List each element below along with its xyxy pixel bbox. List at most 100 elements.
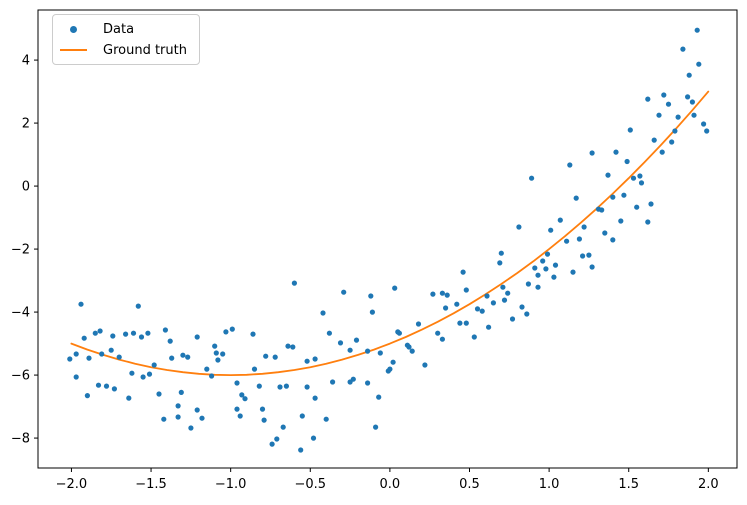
scatter-point bbox=[548, 227, 554, 233]
scatter-point bbox=[648, 201, 654, 207]
scatter-point bbox=[589, 150, 595, 156]
y-tick-label: −4 bbox=[11, 306, 30, 321]
scatter-point bbox=[672, 128, 678, 134]
scatter-point bbox=[544, 251, 551, 257]
scatter-point bbox=[610, 194, 616, 200]
legend-swatch bbox=[60, 25, 87, 33]
scatter-point bbox=[634, 204, 640, 210]
scatter-point bbox=[140, 374, 146, 380]
scatter-point bbox=[637, 173, 643, 179]
scatter-point bbox=[689, 99, 696, 105]
scatter-point bbox=[274, 436, 280, 442]
x-tick-label: 1.0 bbox=[539, 477, 560, 492]
scatter-point bbox=[116, 354, 122, 360]
scatter-point bbox=[73, 374, 79, 380]
scatter-point bbox=[175, 414, 181, 420]
scatter-point bbox=[310, 435, 317, 441]
scatter-point bbox=[490, 300, 496, 306]
scatter-point bbox=[263, 353, 269, 359]
scatter-point bbox=[519, 304, 525, 310]
scatter-point bbox=[123, 331, 129, 337]
scatter-point bbox=[439, 336, 445, 342]
y-tick-label: −8 bbox=[11, 432, 30, 447]
scatter-point bbox=[675, 114, 681, 120]
scatter-point bbox=[86, 355, 92, 361]
scatter-point bbox=[581, 224, 587, 230]
scatter-point bbox=[365, 348, 371, 354]
line-marker-icon bbox=[60, 49, 87, 51]
scatter-point bbox=[126, 395, 132, 401]
scatter-point bbox=[580, 253, 586, 259]
scatter-point bbox=[567, 162, 573, 168]
x-tick-label: −1.5 bbox=[135, 477, 167, 492]
scatter-point bbox=[108, 347, 114, 353]
legend-item-data: Data bbox=[60, 20, 187, 38]
scatter-point bbox=[651, 137, 657, 143]
scatter-point bbox=[454, 301, 460, 307]
scatter-point bbox=[463, 287, 469, 293]
scatter-point bbox=[390, 359, 396, 365]
scatter-point bbox=[320, 310, 326, 316]
scatter-point bbox=[486, 324, 492, 330]
scatter-point bbox=[199, 415, 205, 421]
scatter-point bbox=[234, 380, 240, 386]
scatter-point bbox=[694, 27, 700, 33]
scatter-point bbox=[460, 269, 466, 275]
scatter-point bbox=[188, 425, 194, 431]
scatter-point bbox=[509, 316, 516, 322]
scatter-point bbox=[535, 284, 541, 290]
scatter-point bbox=[686, 72, 692, 78]
x-tick-label: −0.5 bbox=[294, 477, 326, 492]
scatter-point bbox=[73, 351, 79, 357]
scatter-point bbox=[406, 344, 412, 350]
scatter-point bbox=[347, 379, 353, 385]
scatter-point bbox=[505, 290, 511, 296]
scatter-point bbox=[557, 217, 563, 223]
scatter-point bbox=[215, 357, 221, 363]
scatter-point bbox=[701, 121, 707, 127]
scatter-point bbox=[103, 383, 110, 389]
scatter-point bbox=[543, 266, 549, 272]
scatter-point bbox=[213, 350, 219, 356]
scatter-point bbox=[624, 158, 630, 165]
scatter-point bbox=[474, 306, 481, 312]
scatter-point bbox=[175, 403, 181, 409]
scatter-point bbox=[323, 416, 329, 422]
scatter-point bbox=[396, 330, 402, 336]
scatter-point bbox=[443, 305, 449, 311]
scatter-point bbox=[146, 371, 153, 377]
scatter-point bbox=[239, 392, 245, 398]
scatter-point bbox=[330, 379, 336, 385]
scatter-point bbox=[92, 330, 98, 336]
scatter-point bbox=[618, 218, 624, 224]
axes-border bbox=[37, 9, 738, 469]
scatter-point bbox=[251, 366, 258, 372]
scatter-point bbox=[656, 112, 662, 118]
scatter-point bbox=[261, 417, 267, 423]
scatter-point bbox=[97, 328, 103, 334]
scatter-point bbox=[369, 309, 375, 315]
scatter-point bbox=[621, 192, 627, 198]
scatter-point bbox=[269, 441, 275, 447]
scatter-point bbox=[444, 292, 450, 298]
y-tick-label: −6 bbox=[11, 369, 30, 384]
scatter-point bbox=[573, 195, 579, 201]
scatter-point bbox=[78, 301, 84, 307]
scatter-point bbox=[347, 347, 353, 353]
scatter-point bbox=[67, 356, 73, 362]
scatter-point bbox=[551, 274, 557, 280]
scatter-point bbox=[439, 290, 445, 296]
legend: Data Ground truth bbox=[52, 14, 200, 65]
scatter-point bbox=[110, 333, 116, 339]
scatter-point bbox=[341, 289, 347, 295]
x-tick-label: −2.0 bbox=[56, 477, 88, 492]
scatter-point bbox=[540, 258, 546, 264]
scatter-point bbox=[516, 224, 522, 230]
x-tick-label: 0.5 bbox=[459, 477, 480, 492]
scatter-point bbox=[129, 370, 135, 376]
scatter-point bbox=[337, 340, 344, 346]
scatter-point bbox=[299, 413, 305, 419]
scatter-point bbox=[161, 416, 167, 422]
scatter-point bbox=[696, 61, 702, 67]
